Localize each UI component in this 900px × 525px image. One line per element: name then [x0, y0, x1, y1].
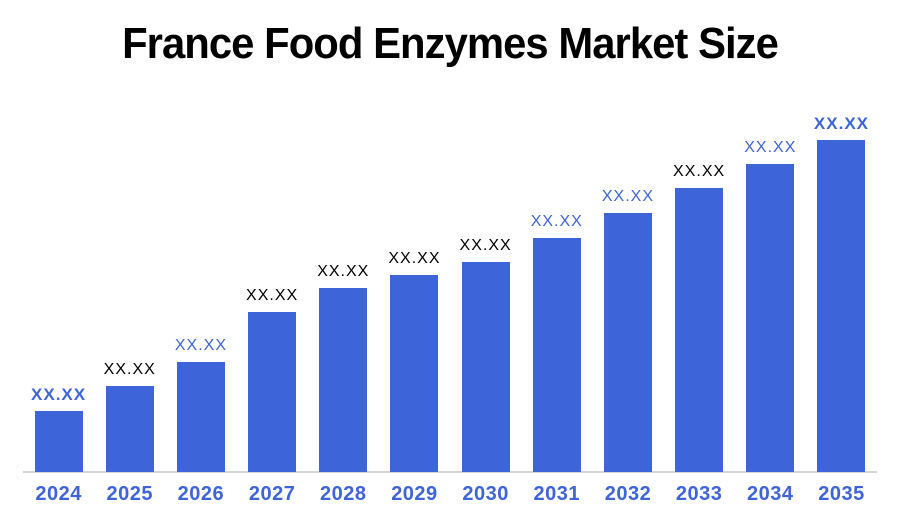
value-label-2034: XX.XX — [744, 139, 797, 156]
bar-2027 — [248, 312, 297, 472]
value-label-2033: XX.XX — [673, 163, 726, 180]
x-tick-2033: 2033 — [675, 483, 723, 505]
x-tick-2024: 2024 — [35, 483, 82, 505]
value-label-2026: XX.XX — [174, 337, 227, 354]
x-tick-2032: 2032 — [604, 483, 652, 505]
bar-2029 — [390, 275, 439, 472]
value-label-2032: XX.XX — [601, 188, 655, 205]
bar-slot-2032: XX.XX — [592, 92, 663, 472]
value-label-2024: XX.XX — [31, 385, 87, 404]
bar-slot-2029: XX.XX — [379, 92, 450, 472]
bar-2024 — [34, 411, 83, 472]
x-axis-labels: 2024 2025 2026 2027 2028 2029 2030 2031 2032 2033… — [23, 484, 877, 504]
x-tick-2034: 2034 — [747, 483, 794, 505]
chart-title: France Food Enzymes Market Size — [122, 19, 779, 68]
bar-slot-2030: XX.XX — [450, 92, 521, 472]
bar-slot-2031: XX.XX — [521, 92, 592, 472]
bar-2026 — [176, 362, 225, 472]
value-label-2027: XX.XX — [246, 287, 299, 304]
bar-2033 — [675, 188, 724, 472]
value-label-2031: XX.XX — [530, 213, 583, 230]
bar-2035 — [817, 140, 866, 472]
value-label-2025: XX.XX — [103, 361, 156, 378]
bar-2031 — [532, 238, 581, 472]
x-tick-2031: 2031 — [533, 483, 581, 505]
x-tick-2035: 2035 — [818, 483, 865, 505]
bar-slot-2024: XX.XX — [23, 92, 94, 472]
x-tick-2025: 2025 — [106, 483, 153, 505]
bar-2025 — [105, 386, 154, 472]
x-tick-2026: 2026 — [177, 483, 225, 505]
x-tick-2029: 2029 — [391, 483, 438, 505]
value-label-2035: XX.XX — [813, 114, 870, 133]
bar-2034 — [746, 164, 795, 472]
bar-slot-2035: XX.XX — [806, 92, 877, 472]
bar-slot-2025: XX.XX — [94, 92, 165, 472]
x-tick-2027: 2027 — [248, 483, 296, 505]
bar-2030 — [461, 262, 510, 472]
value-label-2028: XX.XX — [317, 263, 370, 280]
value-label-2029: XX.XX — [388, 250, 441, 267]
bar-2032 — [603, 213, 652, 472]
x-axis-line — [23, 471, 877, 473]
bar-slot-2033: XX.XX — [664, 92, 735, 472]
x-tick-2028: 2028 — [320, 483, 367, 505]
bar-2028 — [319, 288, 368, 472]
bar-slot-2027: XX.XX — [237, 92, 308, 472]
bar-slot-2026: XX.XX — [165, 92, 236, 472]
value-label-2030: XX.XX — [459, 237, 512, 254]
bar-slot-2028: XX.XX — [308, 92, 379, 472]
x-tick-2030: 2030 — [462, 483, 509, 505]
bar-slot-2034: XX.XX — [735, 92, 806, 472]
bars-container: XX.XX XX.XX XX.XX XX.XX XX.XX XX.XX XX.XX XX.XX… — [23, 92, 877, 472]
